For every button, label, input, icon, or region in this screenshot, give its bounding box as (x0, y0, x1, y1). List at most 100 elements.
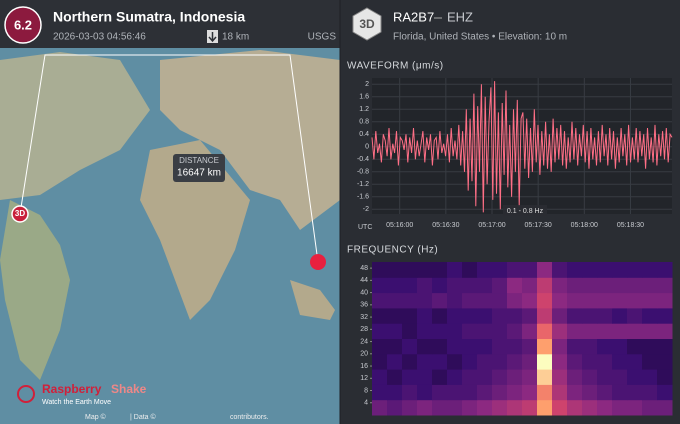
magnitude-badge (4, 6, 42, 44)
spectrogram-cell (477, 323, 493, 339)
spectrogram-cell (657, 338, 673, 355)
spectrogram-cell (627, 353, 643, 370)
spectrogram-cell (462, 292, 478, 309)
spectrogram-cell (522, 369, 538, 385)
spectrogram-cell (447, 262, 463, 278)
spectrogram-cell (657, 262, 673, 278)
spectrogram-cell (492, 323, 508, 339)
spectrogram-cell (492, 369, 508, 385)
spectrogram-cell (582, 292, 598, 309)
spectrogram-cell (597, 369, 613, 385)
y-tick-label: -0.8 (357, 169, 369, 176)
y-tick-label: 44 (360, 277, 368, 284)
spectrogram-cell (552, 338, 568, 355)
spectrogram-cell (582, 338, 598, 355)
spectrogram-cell (552, 323, 568, 339)
spectrogram-cell (642, 384, 658, 401)
spectrogram-cell (507, 262, 523, 278)
x-axis-label: UTC (358, 224, 372, 231)
spectrogram-cell (552, 262, 568, 278)
spectrogram-cell (582, 384, 598, 401)
spectrogram-cell (537, 307, 553, 324)
spectrogram-cell (507, 384, 523, 401)
spectrogram-cell (612, 384, 628, 401)
spectrogram-cell (492, 262, 508, 278)
brand-suffix: Shake (111, 382, 147, 396)
spectrogram-cell (372, 277, 388, 294)
spectrogram-cell (372, 338, 388, 355)
spectrogram-cell (627, 399, 643, 416)
y-tick-label: 36 (360, 302, 368, 309)
x-tick-label: 05:16:30 (432, 222, 459, 229)
spectrogram-cell (522, 353, 538, 370)
spectrogram-cell (432, 399, 448, 416)
spectrogram-cell (402, 353, 418, 370)
distance-box (173, 154, 225, 182)
spectrogram-cell (477, 307, 493, 324)
spectrogram-cell (582, 369, 598, 385)
spectrogram-cell (552, 369, 568, 385)
station-marker[interactable] (11, 205, 29, 223)
y-tick-label: 12 (360, 375, 368, 382)
attribution: Map © (85, 413, 107, 421)
spectrogram-cell (387, 353, 403, 370)
spectrogram-cell (642, 369, 658, 385)
spectrogram-cell (432, 277, 448, 294)
spectrogram-cell (582, 277, 598, 294)
spectrogram-cell (507, 307, 523, 324)
spectrogram-cell (477, 277, 493, 294)
spectrogram-cell (477, 292, 493, 309)
y-tick-label: 2 (365, 81, 369, 88)
spectrogram-cell (432, 384, 448, 401)
station-code: RA2B7 (393, 9, 434, 24)
spectrogram-cell (612, 369, 628, 385)
spectrogram-cell (537, 338, 553, 355)
event-marker[interactable] (310, 254, 326, 270)
event-location: Northern Sumatra, Indonesia (53, 9, 245, 25)
x-tick-label: 05:16:00 (386, 222, 413, 229)
spectrogram-cell (582, 353, 598, 370)
y-tick-label: 32 (360, 314, 368, 321)
spectrogram-cell (537, 399, 553, 416)
spectrogram-cell (432, 369, 448, 385)
spectrogram-cell (462, 338, 478, 355)
spectrogram-cell (372, 262, 388, 278)
brand-name: Raspberry (42, 382, 102, 396)
spectrogram-cell (372, 292, 388, 309)
station-badge-label: 3D (359, 17, 375, 31)
spectrogram-cell (537, 262, 553, 278)
spectrogram-cell (627, 338, 643, 355)
spectrogram-cell (447, 307, 463, 324)
x-tick-label: 05:17:30 (525, 222, 552, 229)
spectrogram-cell (507, 399, 523, 416)
spectrogram-cell (657, 384, 673, 401)
spectrogram-cell (387, 384, 403, 401)
spectrogram-cell (567, 277, 583, 294)
station-channel: EHZ (447, 9, 473, 24)
spectrogram-cell (387, 369, 403, 385)
spectrogram-cell (627, 307, 643, 324)
spectrogram-cell (477, 353, 493, 370)
spectrogram-cell (492, 277, 508, 294)
y-tick-label: 28 (360, 326, 368, 333)
spectrogram-cell (402, 338, 418, 355)
spectrogram-cell (372, 307, 388, 324)
spectrogram-cell (417, 338, 433, 355)
spectrogram-cell (642, 262, 658, 278)
y-tick-label: 1.2 (359, 106, 369, 113)
attribution: | Data © (130, 413, 156, 421)
spectrogram-cell (477, 338, 493, 355)
annotation-box (503, 205, 547, 216)
spectrogram-cell (432, 292, 448, 309)
spectrogram-cell (567, 292, 583, 309)
spectrogram-cell (432, 307, 448, 324)
spectrogram-cell (402, 277, 418, 294)
spectrogram-cell (597, 262, 613, 278)
attribution: contributors. (230, 414, 269, 421)
spectrogram-cell (402, 384, 418, 401)
spectrogram-cell (552, 353, 568, 370)
spectrogram-cell (492, 384, 508, 401)
spectrogram-cell (537, 277, 553, 294)
spectrogram-cell (507, 369, 523, 385)
